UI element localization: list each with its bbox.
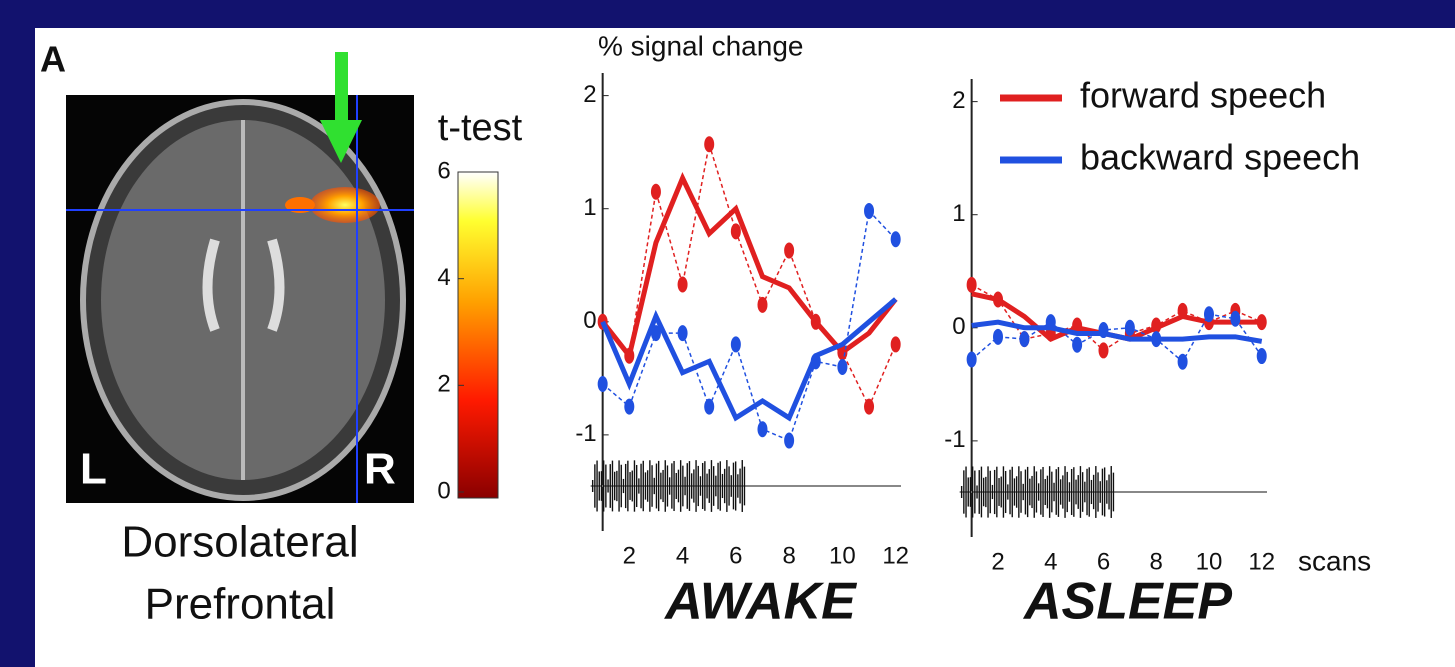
colorbar: [458, 172, 498, 498]
y-tick-label: 1: [583, 194, 596, 221]
raw-point: [967, 277, 977, 293]
raw-point: [837, 359, 847, 375]
colorbar-tick-label: 6: [437, 157, 450, 184]
raw-point: [624, 399, 634, 415]
legend-label: forward speech: [1080, 75, 1326, 116]
x-tick-label: 4: [676, 542, 689, 569]
raw-point: [1046, 314, 1056, 330]
x-tick-label: 12: [1248, 548, 1275, 575]
raw-point: [784, 243, 794, 259]
raw-point: [1098, 322, 1108, 338]
raw-point: [678, 325, 688, 341]
y-tick-label: 1: [952, 200, 965, 227]
x-tick-label: 8: [782, 542, 795, 569]
raw-point: [891, 336, 901, 352]
figure: A L R Dorsolateral Prefrontal t-test 0 2 4…: [0, 0, 1455, 667]
caption-line: Dorsolateral: [121, 518, 358, 567]
x-tick-label: 2: [991, 548, 1004, 575]
raw-point: [731, 223, 741, 239]
y-tick-label: 0: [952, 313, 965, 340]
x-tick-label: 6: [729, 542, 742, 569]
raw-point: [1098, 342, 1108, 358]
y-tick-label: 0: [583, 307, 596, 334]
raw-point: [651, 184, 661, 200]
x-tick-label: 4: [1044, 548, 1057, 575]
raw-point: [993, 329, 1003, 345]
raw-point: [598, 376, 608, 392]
raw-point: [1125, 320, 1135, 336]
raw-point: [757, 297, 767, 313]
raw-point: [891, 231, 901, 247]
raw-point: [784, 433, 794, 449]
raw-point: [1178, 303, 1188, 319]
y-axis-label: % signal change: [598, 30, 803, 61]
chart-title: ASLEEP: [1022, 573, 1232, 631]
raw-point: [757, 421, 767, 437]
x-tick-label: 10: [829, 542, 856, 569]
raw-point: [704, 136, 714, 152]
brain-right-label: R: [364, 445, 396, 494]
raw-point: [678, 276, 688, 292]
raw-point: [1151, 331, 1161, 347]
y-tick-label: -1: [944, 426, 965, 453]
raw-point: [1257, 314, 1267, 330]
colorbar-tick-label: 2: [437, 371, 450, 398]
raw-point: [731, 336, 741, 352]
brain-left-label: L: [80, 445, 107, 494]
raw-point: [811, 353, 821, 369]
x-tick-label: 2: [623, 542, 636, 569]
raw-point: [1019, 331, 1029, 347]
y-tick-label: 2: [952, 87, 965, 114]
raw-point: [1072, 337, 1082, 353]
raw-point: [1204, 306, 1214, 322]
brain-image: [66, 52, 414, 503]
y-tick-label: -1: [575, 420, 596, 447]
raw-point: [864, 203, 874, 219]
raw-point: [1178, 354, 1188, 370]
colorbar-title: t-test: [438, 107, 523, 149]
colorbar-tick-label: 4: [437, 264, 450, 291]
y-tick-label: 2: [583, 81, 596, 108]
caption-line: Prefrontal: [145, 580, 336, 629]
raw-point: [864, 399, 874, 415]
x-tick-label: 6: [1097, 548, 1110, 575]
raw-point: [993, 292, 1003, 308]
panel-label: A: [40, 39, 66, 80]
chart-title: AWAKE: [663, 573, 857, 631]
raw-point: [624, 348, 634, 364]
x-tick-label: 8: [1150, 548, 1163, 575]
x-tick-label: 12: [882, 542, 909, 569]
x-axis-label: scans: [1298, 545, 1371, 576]
raw-point: [1230, 311, 1240, 327]
raw-point: [1257, 348, 1267, 364]
raw-point: [651, 325, 661, 341]
legend-label: backward speech: [1080, 137, 1360, 178]
colorbar-tick-label: 0: [437, 477, 450, 504]
raw-point: [967, 351, 977, 367]
x-tick-label: 10: [1196, 548, 1223, 575]
raw-point: [811, 314, 821, 330]
raw-point: [704, 399, 714, 415]
page: A L R Dorsolateral Prefrontal t-test 0 2 4…: [0, 0, 1455, 667]
